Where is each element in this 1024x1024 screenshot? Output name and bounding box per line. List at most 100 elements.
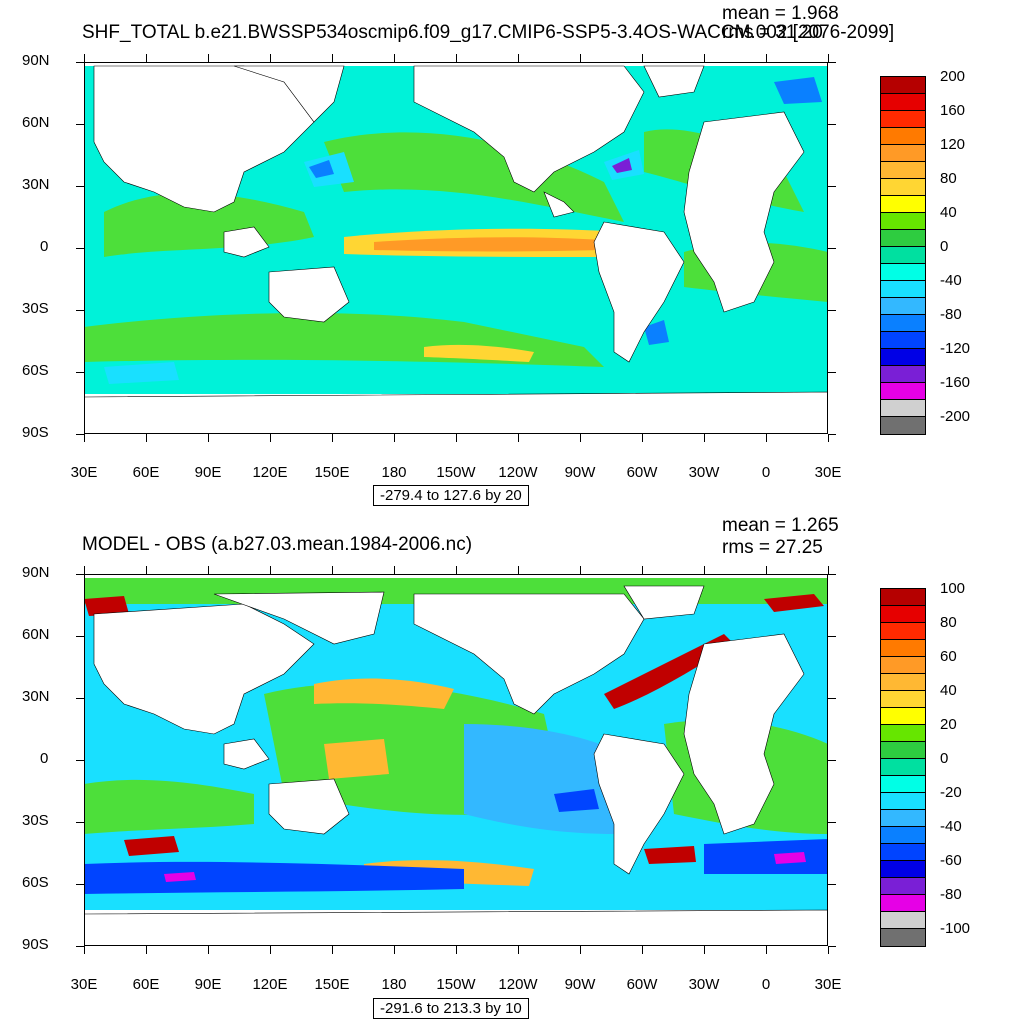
axis-tick [828,759,836,761]
axis-tick [828,883,836,885]
colorbar-cell [881,674,925,691]
australia-land [268,266,350,323]
axis-tick [269,566,271,574]
colorbar-label: 120 [940,136,966,153]
colorbar-label: -20 [940,784,962,801]
colorbar-cell [881,810,925,827]
eurasia-land [93,603,315,735]
colorbar-cell [881,623,925,640]
axis-tick [765,434,767,442]
colorbar-cell [881,417,925,434]
colorbar-cell [881,895,925,912]
axis-tick [641,54,643,62]
contour-range-box: -279.4 to 127.6 by 20 [373,485,529,506]
colorbar-cell [881,213,925,230]
axis-tick [765,566,767,574]
lon-label: 0 [761,976,771,993]
colorbar-label: -80 [940,306,962,323]
colorbar-cell [881,929,925,946]
lat-label: 30S [22,300,49,317]
south-atlantic-deep-cold [704,839,828,874]
axis-tick [641,434,643,442]
colorbar-label: -40 [940,818,962,835]
lon-label: 30W [688,464,720,481]
southern-ocean-deep-cold [84,861,464,894]
colorbar-cell [881,162,925,179]
colorbar-cell [881,332,925,349]
axis-tick [579,54,581,62]
greenland-land [623,585,705,620]
axis-tick [76,635,84,637]
lon-label: 60E [132,464,160,481]
africa-europe-land [683,111,805,313]
colorbar-label: -100 [940,920,971,937]
colorbar-cell [881,657,925,674]
colorbar [880,76,926,435]
axis-tick [76,371,84,373]
colorbar-cell [881,264,925,281]
axis-tick [76,573,84,575]
south-america-land [593,221,685,363]
axis-tick [83,566,85,574]
atlantic-extreme-cold [774,852,806,864]
indian-positive-zone [84,779,254,834]
colorbar-cell [881,128,925,145]
colorbar-label: -40 [940,272,962,289]
panel-title: SHF_TOTAL b.e21.BWSSP534oscmip6.f09_g17.… [82,22,895,43]
antarctica-land [84,909,828,946]
north-america-land [413,65,645,193]
colorbar-cell [881,196,925,213]
axis-tick [76,697,84,699]
south-america-land [593,733,685,875]
lon-label: 150W [436,976,476,993]
colorbar-cell [881,861,925,878]
north-pacific-warm-patch [314,678,454,709]
heat-flux-map [84,62,828,434]
lon-label: 150E [314,976,350,993]
land-masses [84,65,828,434]
colorbar-label: 200 [940,68,966,85]
colorbar-cell [881,827,925,844]
colorbar-label: 160 [940,102,966,119]
lon-label: 120W [498,976,538,993]
axis-tick [828,573,836,575]
lat-label: 90S [22,424,49,441]
axis-tick [765,54,767,62]
axis-tick [828,697,836,699]
colorbar-label: 80 [940,170,957,187]
axis-tick [828,185,836,187]
colorbar-label: 0 [940,238,949,255]
colorbar-cell [881,691,925,708]
axis-tick [207,54,209,62]
lon-label: 180 [381,976,407,993]
colorbar-cell [881,349,925,366]
axis-tick [517,54,519,62]
lat-label: 60S [22,362,49,379]
colorbar-label: 100 [940,580,966,597]
axis-tick [828,945,836,947]
colorbar-label: 40 [940,682,957,699]
axis-tick [76,309,84,311]
colorbar-cell [881,912,925,929]
colorbar-label: 60 [940,648,957,665]
lon-label: 120E [252,976,288,993]
colorbar-cell [881,247,925,264]
axis-tick [83,54,85,62]
colorbar-cell [881,878,925,895]
axis-tick [828,309,836,311]
rms-value: rms = 31.20 [722,22,823,43]
colorbar-label: 40 [940,204,957,221]
map-plot-area [84,62,828,434]
axis-tick [827,434,829,442]
axis-tick [269,946,271,954]
kuroshio-deep-cold [309,160,334,178]
axis-tick [76,61,84,63]
axis-tick [517,946,519,954]
colorbar-cell [881,589,925,606]
colorbar-cell [881,844,925,861]
colorbar-label: -60 [940,852,962,869]
axis-tick [828,433,836,435]
axis-tick [579,434,581,442]
colorbar-label: -120 [940,340,971,357]
axis-tick [703,54,705,62]
